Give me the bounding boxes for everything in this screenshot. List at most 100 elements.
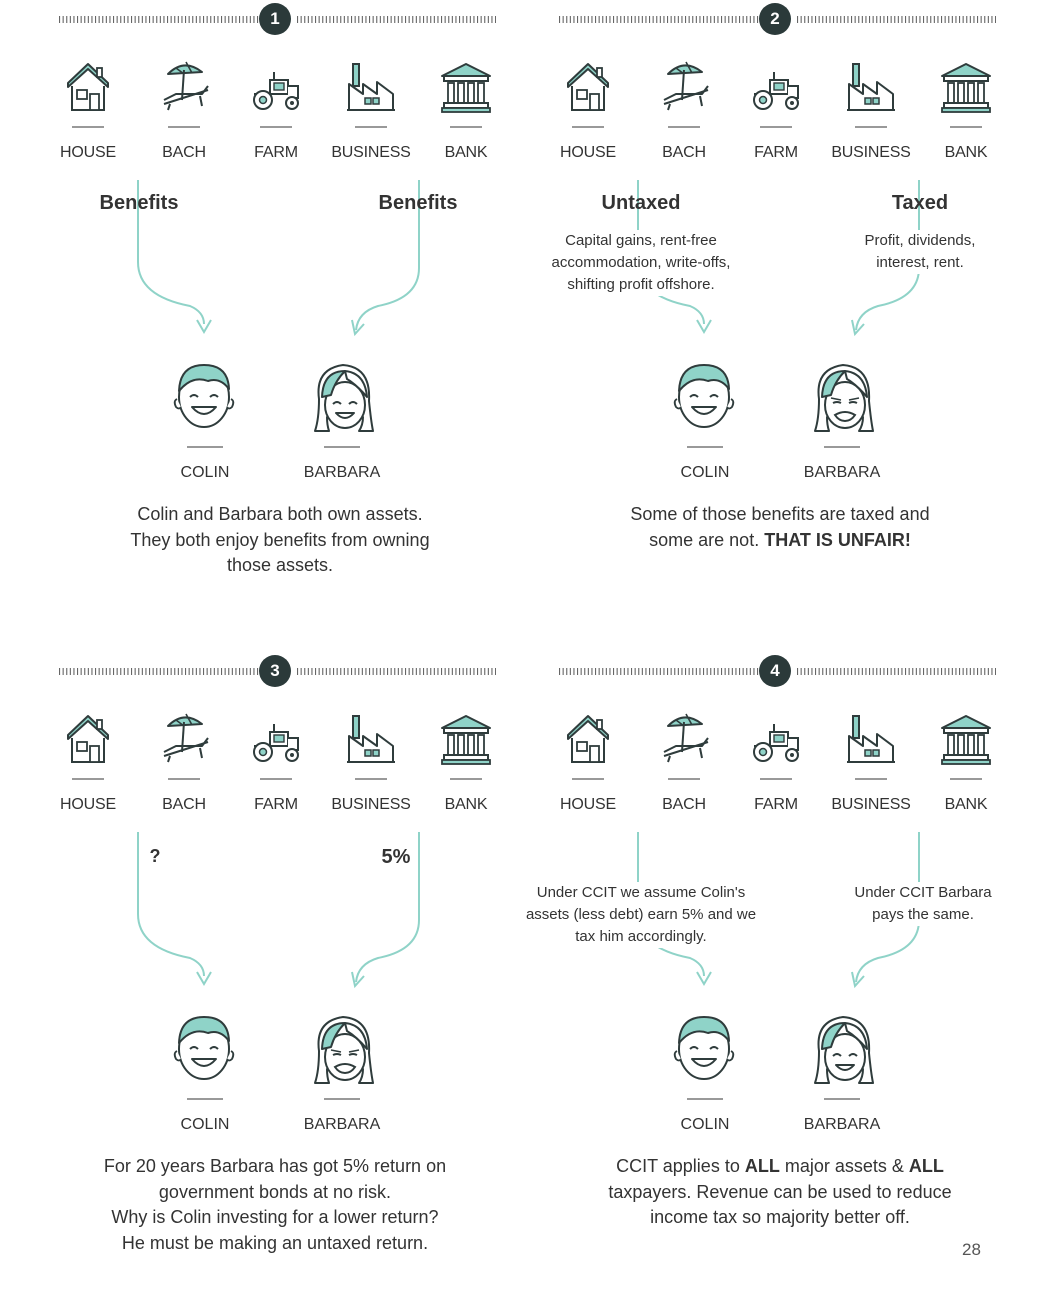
barbara-face-icon: [307, 355, 377, 435]
arrow-head-icon: [851, 319, 865, 337]
arrow-head-icon: [696, 319, 712, 334]
asset-label-house: HOUSE: [60, 144, 116, 161]
person-label-barbara: BARBARA: [803, 464, 881, 481]
colin-face-icon: [170, 355, 240, 435]
arrow-head-icon: [696, 971, 712, 986]
barbara-face-icon: [807, 1007, 877, 1087]
bank-icon: [438, 708, 494, 768]
caption-line: They both enjoy benefits from owning: [130, 529, 430, 550]
panel-4: 4 HOUSE BACH FARM BUSINESS BANK Under CCIT w…: [506, 652, 1040, 1292]
asset-label-house: HOUSE: [560, 144, 616, 161]
person-underline: [824, 446, 860, 448]
asset-label-farm: FARM: [754, 144, 798, 161]
left-heading: Untaxed: [601, 192, 681, 214]
ccit-colin-description: Under CCIT we assume Colin's assets (les…: [506, 882, 776, 948]
asset-underline: [668, 778, 700, 780]
caption-line: taxpayers. Revenue can be used to reduce: [608, 1181, 952, 1202]
arrow-head-icon: [851, 971, 865, 989]
desc-line: accommodation, write-offs,: [551, 254, 731, 271]
step-number-badge: 2: [759, 3, 791, 35]
asset-underline: [355, 126, 387, 128]
asset-underline: [355, 778, 387, 780]
desc-line: assets (less debt) earn 5% and we: [525, 906, 757, 923]
asset-label-farm: FARM: [754, 796, 798, 813]
ccit-barbara-description: Under CCIT Barbara pays the same.: [840, 882, 1006, 926]
bank-icon: [938, 56, 994, 116]
asset-underline: [855, 778, 887, 780]
arrow-to-barbara: [355, 180, 420, 331]
desc-line: interest, rent.: [876, 254, 964, 271]
desc-line: shifting profit offshore.: [567, 276, 715, 293]
dotted-rule: [296, 16, 496, 23]
dotted-rule: [296, 668, 496, 675]
asset-label-bach: BACH: [662, 144, 706, 161]
caption-line: government bonds at no risk.: [158, 1181, 392, 1202]
business-icon: [343, 708, 399, 768]
arrow-head-icon: [196, 319, 212, 334]
caption-line: CCIT applies to ALL major assets & ALL: [560, 1154, 1000, 1180]
asset-underline: [572, 778, 604, 780]
asset-underline: [855, 126, 887, 128]
arrow-head-icon: [351, 971, 365, 989]
asset-label-bank: BANK: [944, 144, 988, 161]
colin-face-icon: [670, 355, 740, 435]
asset-label-house: HOUSE: [60, 796, 116, 813]
asset-underline: [260, 778, 292, 780]
asset-underline: [72, 126, 104, 128]
step-number-badge: 4: [759, 655, 791, 687]
bank-icon: [438, 56, 494, 116]
asset-label-bank: BANK: [444, 144, 488, 161]
arrow-to-colin: [137, 832, 205, 977]
desc-line: tax him accordingly.: [575, 928, 707, 945]
benefit-arrows: [137, 180, 420, 337]
taxed-description: Profit, dividends, interest, rent.: [840, 230, 1000, 274]
person-underline: [324, 1098, 360, 1100]
person-label-barbara: BARBARA: [303, 464, 381, 481]
desc-line: Capital gains, rent-free: [565, 232, 717, 249]
asset-label-business: BUSINESS: [331, 144, 411, 161]
panel-caption: Some of those benefits are taxed and som…: [560, 502, 1000, 553]
arrow-to-barbara: [855, 832, 920, 983]
caption-line: For 20 years Barbara has got 5% return o…: [103, 1156, 447, 1176]
caption-line: He must be making an untaxed return.: [121, 1232, 429, 1253]
asset-label-business: BUSINESS: [831, 796, 911, 813]
bach-icon: [156, 708, 212, 768]
business-icon: [343, 56, 399, 116]
arrow-head-icon: [196, 971, 212, 986]
asset-underline: [760, 126, 792, 128]
person-label-colin: COLIN: [180, 1116, 230, 1133]
caption-line: those assets.: [226, 555, 334, 575]
caption-emphasis: ALL: [908, 1156, 944, 1176]
caption-line: some are not. THAT IS UNFAIR!: [560, 528, 1000, 554]
left-heading: Benefits: [99, 192, 179, 214]
house-icon: [560, 708, 616, 768]
arrow-to-barbara: [355, 832, 420, 983]
farm-icon: [748, 708, 804, 768]
panel-caption: Colin and Barbara both own assets. They …: [60, 502, 500, 579]
bach-icon: [656, 56, 712, 116]
asset-label-bank: BANK: [944, 796, 988, 813]
caption-emphasis: ALL: [744, 1156, 780, 1176]
business-icon: [843, 708, 899, 768]
desc-line: Profit, dividends,: [864, 232, 976, 249]
desc-line: Under CCIT Barbara: [854, 884, 992, 901]
asset-label-bank: BANK: [444, 796, 488, 813]
person-underline: [187, 446, 223, 448]
person-label-colin: COLIN: [680, 464, 730, 481]
person-underline: [824, 1098, 860, 1100]
arrow-to-colin: [137, 180, 205, 325]
caption-line: Why is Colin investing for a lower retur…: [111, 1207, 439, 1227]
asset-label-bach: BACH: [162, 796, 206, 813]
house-icon: [60, 708, 116, 768]
panel-2: 2 HOUSE BACH FARM BUSINESS BANK Untaxed Taxe…: [528, 0, 1040, 640]
dotted-rule: [58, 668, 274, 675]
asset-underline: [950, 778, 982, 780]
desc-line: pays the same.: [872, 906, 974, 923]
untaxed-description: Capital gains, rent-free accommodation, …: [528, 230, 754, 296]
asset-label-business: BUSINESS: [331, 796, 411, 813]
asset-underline: [260, 126, 292, 128]
asset-underline: [168, 126, 200, 128]
person-label-colin: COLIN: [180, 464, 230, 481]
benefit-arrows: [137, 832, 420, 989]
bank-icon: [938, 708, 994, 768]
